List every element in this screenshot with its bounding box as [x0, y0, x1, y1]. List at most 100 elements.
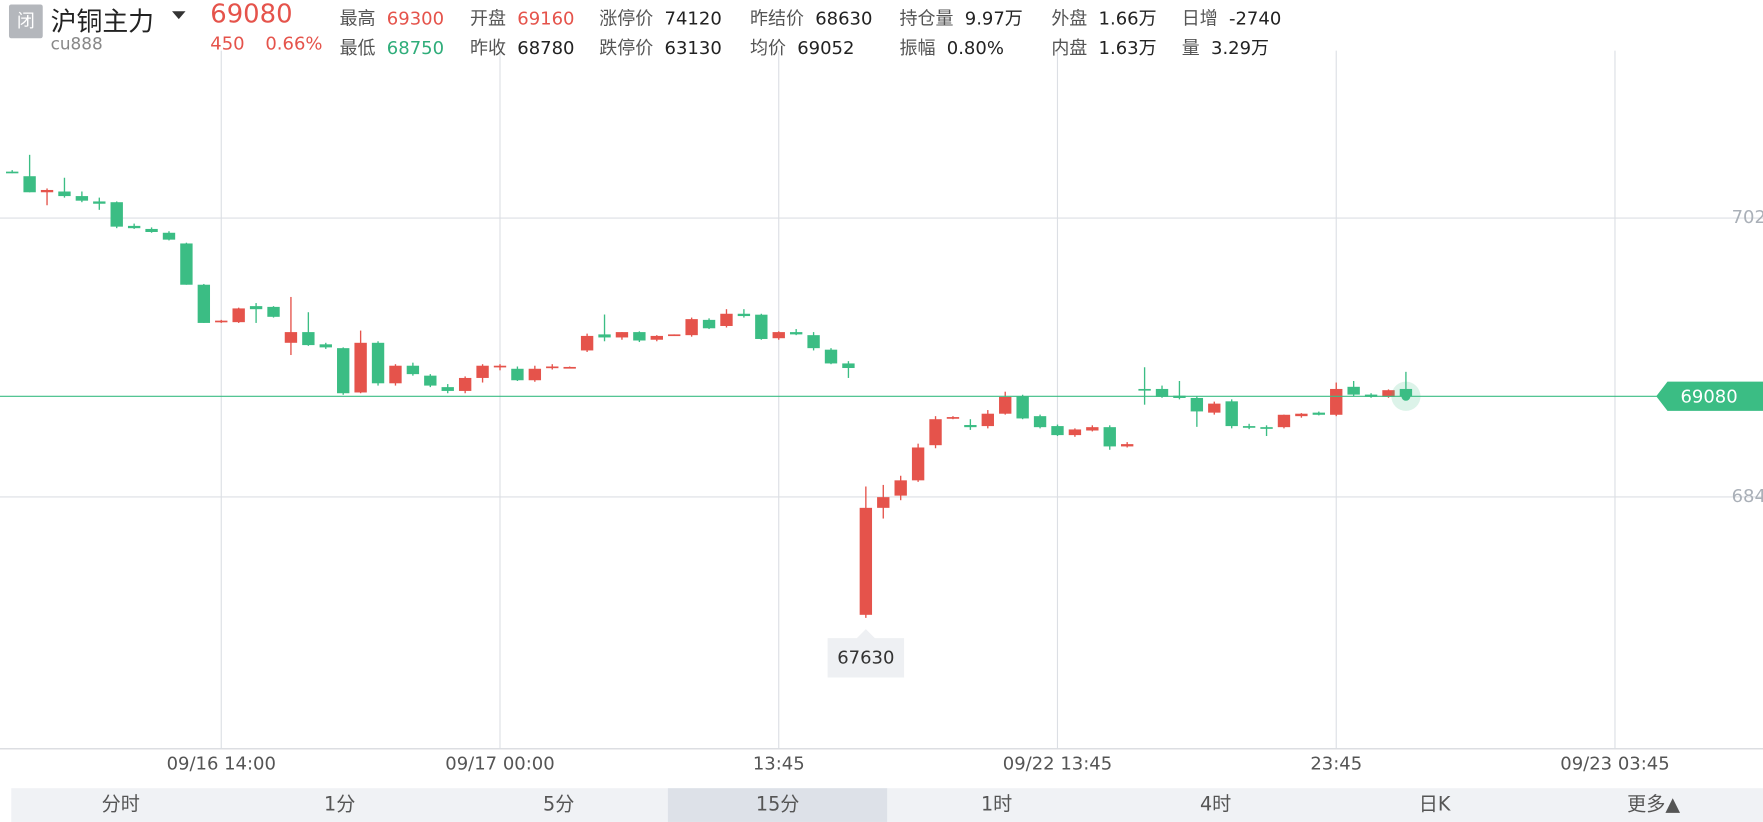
candle-body: [232, 308, 245, 323]
stat-value: 69160: [517, 7, 575, 30]
candle-body: [1242, 426, 1256, 428]
tab[interactable]: 1分: [324, 793, 356, 817]
candle-body: [1330, 388, 1343, 415]
candle-body: [441, 387, 454, 391]
stat-label: 内盘: [1051, 37, 1088, 59]
candle-body: [493, 365, 507, 368]
stat: 最低 68750: [340, 33, 444, 60]
last-price: 69080: [210, 0, 293, 30]
last-price-tag: [1656, 381, 1763, 411]
stat: 昨结价 68630: [750, 3, 872, 30]
candle-body: [1225, 401, 1238, 427]
x-tick-label: 09/16 14:00: [167, 754, 276, 775]
candle-body: [981, 413, 994, 427]
stat-label: 最高: [339, 7, 376, 30]
candle-body: [424, 375, 437, 386]
stat-label: 昨收: [469, 37, 506, 59]
y-tick-label: 70246: [1732, 207, 1763, 228]
candle-body: [319, 344, 332, 348]
stat: 最高 69300: [340, 3, 444, 30]
stat-label: 外盘: [1051, 7, 1088, 30]
stat-label: 均价: [749, 37, 786, 59]
candle-body: [371, 342, 385, 384]
candle-body: [650, 335, 663, 340]
candle-body: [877, 497, 890, 508]
instrument-code: cu888: [50, 33, 103, 54]
dropdown-caret[interactable]: [172, 11, 186, 20]
stat-value: 1.66万: [1098, 7, 1157, 30]
stat-value: 69300: [386, 7, 445, 30]
candle-body: [511, 368, 524, 381]
candle-body: [598, 334, 611, 338]
candle-body: [807, 335, 820, 349]
tab[interactable]: 4时: [1199, 793, 1232, 817]
stat: 振幅 0.80%: [900, 33, 1004, 60]
tab[interactable]: 日K: [1418, 793, 1451, 817]
candle-body: [824, 349, 838, 364]
candle-body: [162, 232, 176, 240]
stat-value: 9.97万: [964, 7, 1023, 30]
candle-body: [702, 319, 716, 329]
stat-value: 1.63万: [1098, 37, 1157, 59]
stat-label: 跌停价: [599, 37, 654, 59]
stat: 均价 69052: [750, 33, 854, 60]
stat: 持仓量 9.97万: [900, 3, 1023, 30]
candle-body: [337, 348, 350, 394]
tab[interactable]: 5分: [543, 793, 575, 817]
instrument-name[interactable]: 沪铜主力: [50, 7, 155, 38]
candle-body: [127, 225, 141, 229]
price-change-pct: 0.66%: [265, 32, 323, 54]
candle-body: [215, 320, 228, 323]
stat-label: 开盘: [469, 7, 506, 30]
candle-body: [946, 417, 960, 419]
status-badge: 闭: [8, 4, 43, 39]
candle-body: [1347, 386, 1360, 395]
candle-body: [563, 366, 576, 369]
tab[interactable]: 更多▲: [1627, 793, 1681, 817]
candle-body: [842, 363, 855, 369]
candle-body: [110, 202, 123, 227]
candle-body: [720, 313, 733, 326]
candle-body: [1138, 388, 1151, 391]
candle-body: [528, 368, 542, 381]
stat-value: 63130: [664, 37, 722, 59]
candle-body: [1382, 390, 1395, 397]
candle-body: [476, 365, 489, 378]
candle-body: [75, 196, 89, 201]
candle-body: [1190, 397, 1204, 412]
candle-body: [1103, 427, 1116, 447]
x-tick-label: 23:45: [1310, 754, 1362, 775]
stat-value: 68750: [386, 37, 445, 59]
stat-value: 68630: [815, 7, 873, 30]
candle-body: [284, 332, 298, 343]
candle-body: [789, 332, 803, 335]
candle-body: [1208, 403, 1221, 413]
tab[interactable]: 分时: [101, 793, 140, 817]
candle-body: [1051, 426, 1064, 436]
candle-body: [1120, 444, 1134, 447]
candle-body: [267, 306, 280, 317]
low-label: 67630: [837, 647, 894, 668]
candle-body: [458, 377, 472, 391]
candle-body: [668, 334, 681, 337]
candle-body: [633, 332, 646, 341]
stat-value: 69052: [797, 37, 855, 59]
stat-label: 日增: [1181, 7, 1218, 30]
candle-body: [1260, 427, 1273, 429]
candle-body: [911, 447, 925, 481]
stat: 涨停价 74120: [599, 3, 721, 30]
tab[interactable]: 15分: [668, 788, 888, 822]
stat-value: -2740: [1228, 7, 1282, 30]
candle-body: [6, 171, 19, 174]
candle-body: [249, 306, 263, 310]
candle-body: [999, 396, 1012, 414]
tab[interactable]: 1时: [980, 793, 1013, 817]
candle-body: [859, 507, 873, 615]
stat-value: 74120: [664, 7, 722, 30]
stat: 昨收 68780: [470, 33, 574, 60]
candle-body: [580, 335, 594, 351]
candle-body: [23, 176, 36, 193]
candle-body: [1068, 429, 1082, 436]
candle-body: [1295, 413, 1308, 417]
